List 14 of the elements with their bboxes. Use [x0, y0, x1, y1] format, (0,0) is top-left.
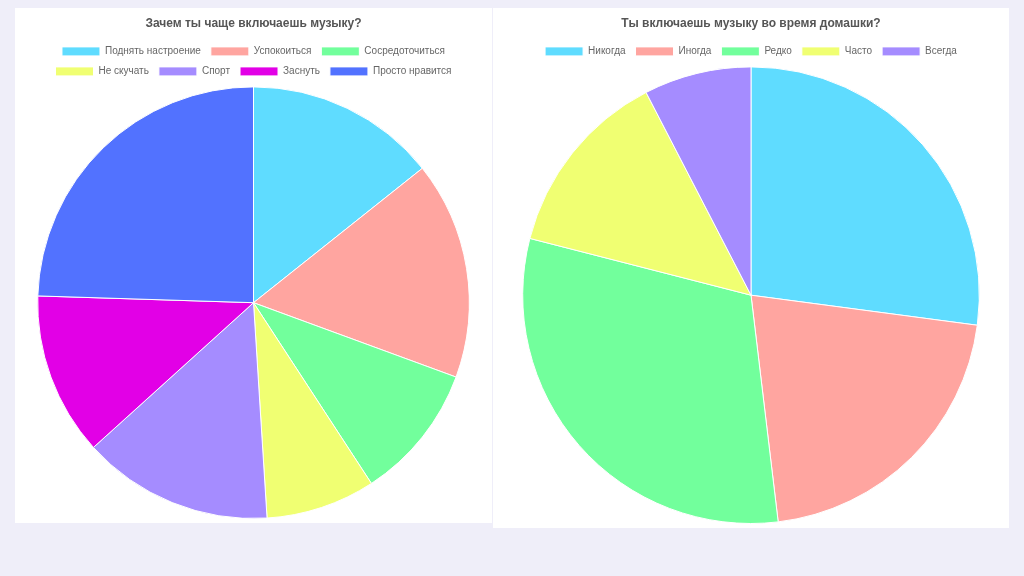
legend-label: Сосредоточиться [364, 45, 446, 57]
legend-label: Поднять настроение [104, 45, 202, 57]
chart-title: Ты включаешь музыку во время домашки? [621, 15, 881, 30]
legend-label: Спорт [201, 65, 231, 77]
legend-label: Просто нравится [372, 65, 452, 77]
legend-label: Всегда [925, 45, 958, 57]
chart-title: Зачем ты чаще включаешь музыку? [145, 15, 362, 30]
legend-label: Часто [844, 45, 873, 57]
legend-label: Успокоиться [253, 45, 312, 57]
legend-label: Никогда [588, 45, 626, 57]
legend-label: Не скучать [98, 65, 149, 77]
legend-label: Редко [764, 45, 793, 57]
legend-label: Заснуть [283, 65, 320, 77]
legend-label: Иногда [678, 45, 712, 57]
